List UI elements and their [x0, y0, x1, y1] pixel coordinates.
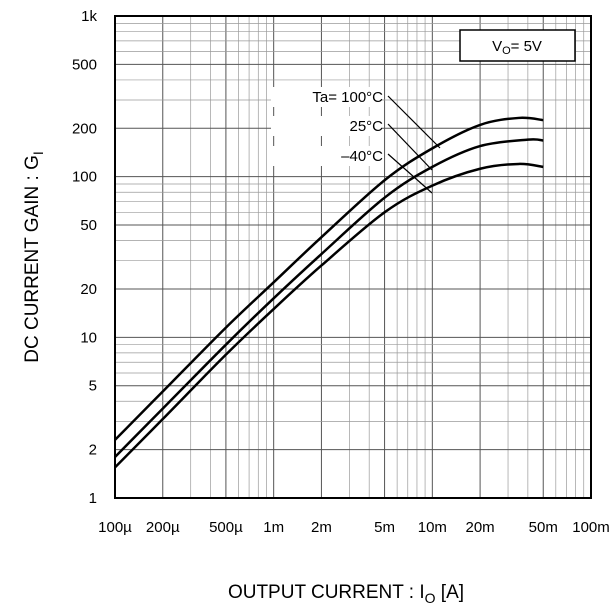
series-label-minus40c: –40°C	[341, 148, 383, 165]
condition-label: VO= 5V	[492, 38, 542, 57]
curve-100c	[114, 116, 544, 441]
y-tick-label: 1k	[81, 8, 97, 25]
y-tick-label: 500	[72, 56, 97, 73]
condition-box	[459, 29, 576, 62]
y-tick-label: 5	[89, 378, 97, 395]
leader-line	[387, 95, 441, 149]
x-tick-label: 5m	[374, 519, 395, 536]
series-label-bg	[271, 87, 381, 107]
series-label-25c: 25°C	[349, 118, 383, 135]
series-label-bg	[271, 116, 381, 136]
x-tick-labels: 100µ 200µ 500µ 1m 2m 5m 10m 20m 50m 100m	[98, 519, 610, 536]
x-tick-label: 10m	[418, 519, 447, 536]
y-tick-label: 50	[80, 217, 97, 234]
curve-minus40c	[114, 162, 544, 469]
curves	[114, 116, 544, 469]
y-tick-label: 2	[89, 442, 97, 459]
annotations: Ta= 100°C 25°C –40°C	[271, 87, 441, 194]
x-tick-label: 20m	[466, 519, 495, 536]
y-tick-label: 100	[72, 169, 97, 186]
y-tick-label: 1	[89, 490, 97, 507]
plot-frame	[114, 15, 592, 499]
series-label-bg	[271, 146, 381, 166]
curve-25c	[114, 138, 544, 458]
x-axis-title: OUTPUT CURRENT : IO [A]	[228, 582, 464, 606]
y-tick-label: 10	[80, 329, 97, 346]
x-tick-label: 200µ	[146, 519, 180, 536]
y-tick-label: 200	[72, 120, 97, 137]
leader-line	[387, 123, 433, 171]
leader-line	[387, 153, 433, 194]
x-tick-label: 50m	[529, 519, 558, 536]
x-tick-label: 500µ	[209, 519, 243, 536]
y-axis-title: DC CURRENT GAIN : GI	[22, 151, 46, 363]
y-tick-label: 20	[80, 281, 97, 298]
x-tick-label: 100m	[572, 519, 610, 536]
y-tick-labels: 1 2 5 10 20 50 100 200 500 1k	[72, 8, 98, 507]
x-tick-label: 100µ	[98, 519, 132, 536]
x-tick-label: 2m	[311, 519, 332, 536]
series-label-100c: Ta= 100°C	[312, 89, 383, 106]
x-tick-label: 1m	[263, 519, 284, 536]
